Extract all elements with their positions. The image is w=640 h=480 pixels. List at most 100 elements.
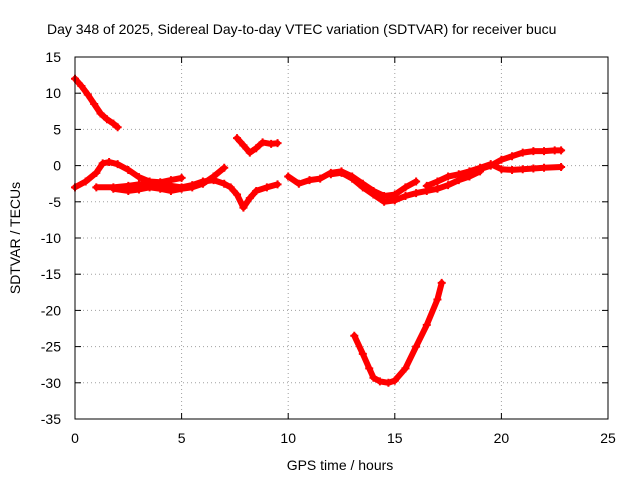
data-point — [177, 184, 186, 193]
series-arc-4 — [109, 163, 229, 195]
data-point — [326, 170, 335, 179]
data-point — [369, 190, 378, 199]
x-tick-label: 20 — [494, 430, 510, 446]
data-series — [71, 74, 566, 387]
data-point — [90, 100, 99, 109]
y-tick-label: -20 — [41, 302, 61, 318]
data-point — [245, 194, 254, 203]
data-point — [529, 147, 538, 156]
data-point — [401, 364, 410, 373]
data-point — [239, 203, 248, 212]
series-arc-10 — [350, 278, 446, 387]
data-point — [124, 186, 133, 195]
data-point — [198, 179, 207, 188]
data-point — [134, 185, 143, 194]
data-point — [358, 183, 367, 192]
data-point — [92, 168, 101, 177]
data-point — [188, 183, 197, 192]
data-point — [412, 342, 421, 351]
data-point — [209, 172, 218, 181]
data-point — [233, 134, 242, 143]
data-point — [348, 174, 357, 183]
x-tick-label: 25 — [600, 430, 616, 446]
data-point — [529, 164, 538, 173]
y-tick-label: -35 — [41, 411, 61, 427]
x-tick-label: 10 — [280, 430, 296, 446]
data-point — [273, 139, 282, 148]
data-point — [220, 163, 229, 172]
data-point — [380, 197, 389, 206]
data-point — [239, 141, 248, 150]
data-point — [113, 123, 122, 132]
y-tick-label: -10 — [41, 230, 61, 246]
data-point — [390, 196, 399, 205]
chart-title: Day 348 of 2025, Sidereal Day-to-day VTE… — [47, 21, 556, 37]
data-point — [365, 364, 374, 373]
data-point — [422, 181, 431, 190]
series-arc-5 — [233, 134, 282, 157]
data-point — [557, 163, 566, 172]
data-point — [166, 186, 175, 195]
data-point — [508, 152, 517, 161]
data-point — [92, 183, 101, 192]
data-point — [284, 172, 293, 181]
data-point — [437, 278, 446, 287]
y-tick-label: 5 — [53, 121, 61, 137]
data-point — [109, 184, 118, 193]
data-point — [369, 373, 378, 382]
y-tick-label: 10 — [45, 85, 61, 101]
data-point — [412, 177, 421, 186]
data-point — [273, 180, 282, 189]
data-point — [220, 179, 229, 188]
data-point — [444, 172, 453, 181]
data-point — [540, 147, 549, 156]
data-point — [177, 173, 186, 182]
y-tick-label: -25 — [41, 339, 61, 355]
data-point — [518, 148, 527, 157]
data-point — [262, 183, 271, 192]
y-tick-label: -30 — [41, 375, 61, 391]
data-point — [454, 170, 463, 179]
data-point — [358, 349, 367, 358]
series-line — [351, 279, 445, 386]
data-point — [384, 378, 393, 387]
y-axis-label: SDTVAR / TECUs — [7, 182, 23, 294]
data-point — [557, 146, 566, 155]
data-point — [433, 295, 442, 304]
data-point — [258, 138, 267, 147]
data-point — [109, 119, 118, 128]
y-tick-label: -15 — [41, 266, 61, 282]
data-point — [233, 190, 242, 199]
data-point — [294, 179, 303, 188]
data-point — [81, 177, 90, 186]
data-point — [134, 173, 143, 182]
series-arc-9 — [476, 146, 566, 174]
data-point — [226, 183, 235, 192]
data-point — [113, 160, 122, 169]
y-tick-label: 0 — [53, 158, 61, 174]
data-point — [497, 155, 506, 164]
x-tick-label: 15 — [387, 430, 403, 446]
series-arc-7 — [326, 167, 485, 206]
data-point — [401, 183, 410, 192]
data-point — [433, 184, 442, 193]
data-point — [252, 144, 261, 153]
data-point — [444, 181, 453, 190]
data-point — [422, 320, 431, 329]
data-point — [98, 159, 107, 168]
x-tick-label: 0 — [71, 430, 79, 446]
data-point — [145, 183, 154, 192]
data-point — [497, 165, 506, 174]
data-point — [337, 168, 346, 177]
data-point — [412, 189, 421, 198]
axis-ticks: 0 5 10 15 20 25 -35 -30 -25 -20 -15 -10 -5 0 5 10 15 — [41, 49, 616, 446]
data-point — [401, 192, 410, 201]
y-tick-label: -5 — [49, 194, 62, 210]
data-point — [77, 81, 86, 90]
x-tick-label: 5 — [178, 430, 186, 446]
data-point — [350, 331, 359, 340]
data-point — [305, 176, 314, 185]
data-point — [486, 161, 495, 170]
